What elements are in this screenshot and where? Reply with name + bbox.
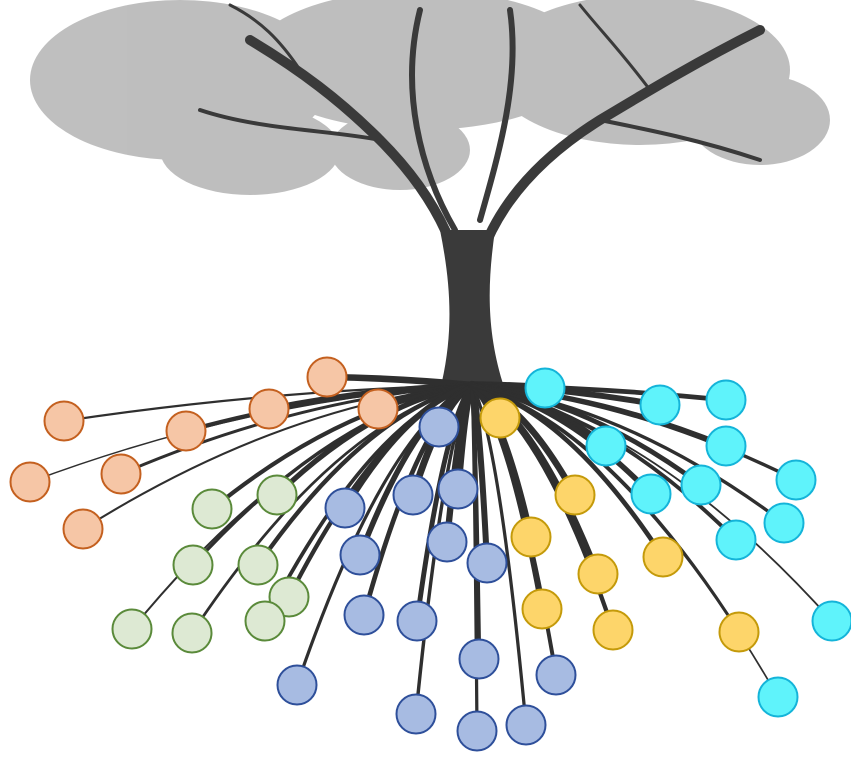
root-dot bbox=[345, 596, 384, 635]
root-dot bbox=[428, 523, 467, 562]
root-dot bbox=[556, 476, 595, 515]
root-dot bbox=[717, 521, 756, 560]
root-dot bbox=[641, 386, 680, 425]
root-dot bbox=[594, 611, 633, 650]
root-dot bbox=[278, 666, 317, 705]
root-dot bbox=[398, 602, 437, 641]
root-dot bbox=[632, 475, 671, 514]
root-dot bbox=[439, 470, 478, 509]
root-dots bbox=[11, 358, 851, 751]
root-dot bbox=[359, 390, 398, 429]
root-dot bbox=[759, 678, 798, 717]
root-dot bbox=[526, 369, 565, 408]
root-dot bbox=[102, 455, 141, 494]
root-dot bbox=[394, 476, 433, 515]
root-dot bbox=[587, 427, 626, 466]
root-dot bbox=[11, 463, 50, 502]
root-dot bbox=[537, 656, 576, 695]
root-dot bbox=[64, 510, 103, 549]
root-dot bbox=[167, 412, 206, 451]
root-dot bbox=[512, 518, 551, 557]
root-dot bbox=[193, 490, 232, 529]
root-dot bbox=[707, 427, 746, 466]
root-dot bbox=[682, 466, 721, 505]
root-dot bbox=[707, 381, 746, 420]
root-dot bbox=[420, 408, 459, 447]
root-dot bbox=[481, 399, 520, 438]
root-dot bbox=[250, 390, 289, 429]
root-dot bbox=[258, 476, 297, 515]
canopy bbox=[30, 0, 830, 195]
root-dot bbox=[341, 536, 380, 575]
root-dot bbox=[239, 546, 278, 585]
root-dot bbox=[507, 706, 546, 745]
root-dot bbox=[468, 544, 507, 583]
root-dot bbox=[813, 602, 851, 641]
root-dot bbox=[777, 461, 816, 500]
root-dot bbox=[397, 695, 436, 734]
root-dot bbox=[174, 546, 213, 585]
root-dot bbox=[523, 590, 562, 629]
root-dot bbox=[460, 640, 499, 679]
root-dot bbox=[173, 614, 212, 653]
root-dot bbox=[113, 610, 152, 649]
root-dot bbox=[644, 538, 683, 577]
root-dot bbox=[246, 602, 285, 641]
root-dot bbox=[720, 613, 759, 652]
root-dot bbox=[765, 504, 804, 543]
root-dot bbox=[45, 402, 84, 441]
root-dot bbox=[326, 489, 365, 528]
trunk bbox=[440, 230, 505, 390]
root-dot bbox=[579, 555, 618, 594]
root-dot bbox=[458, 712, 497, 751]
root-dot bbox=[308, 358, 347, 397]
